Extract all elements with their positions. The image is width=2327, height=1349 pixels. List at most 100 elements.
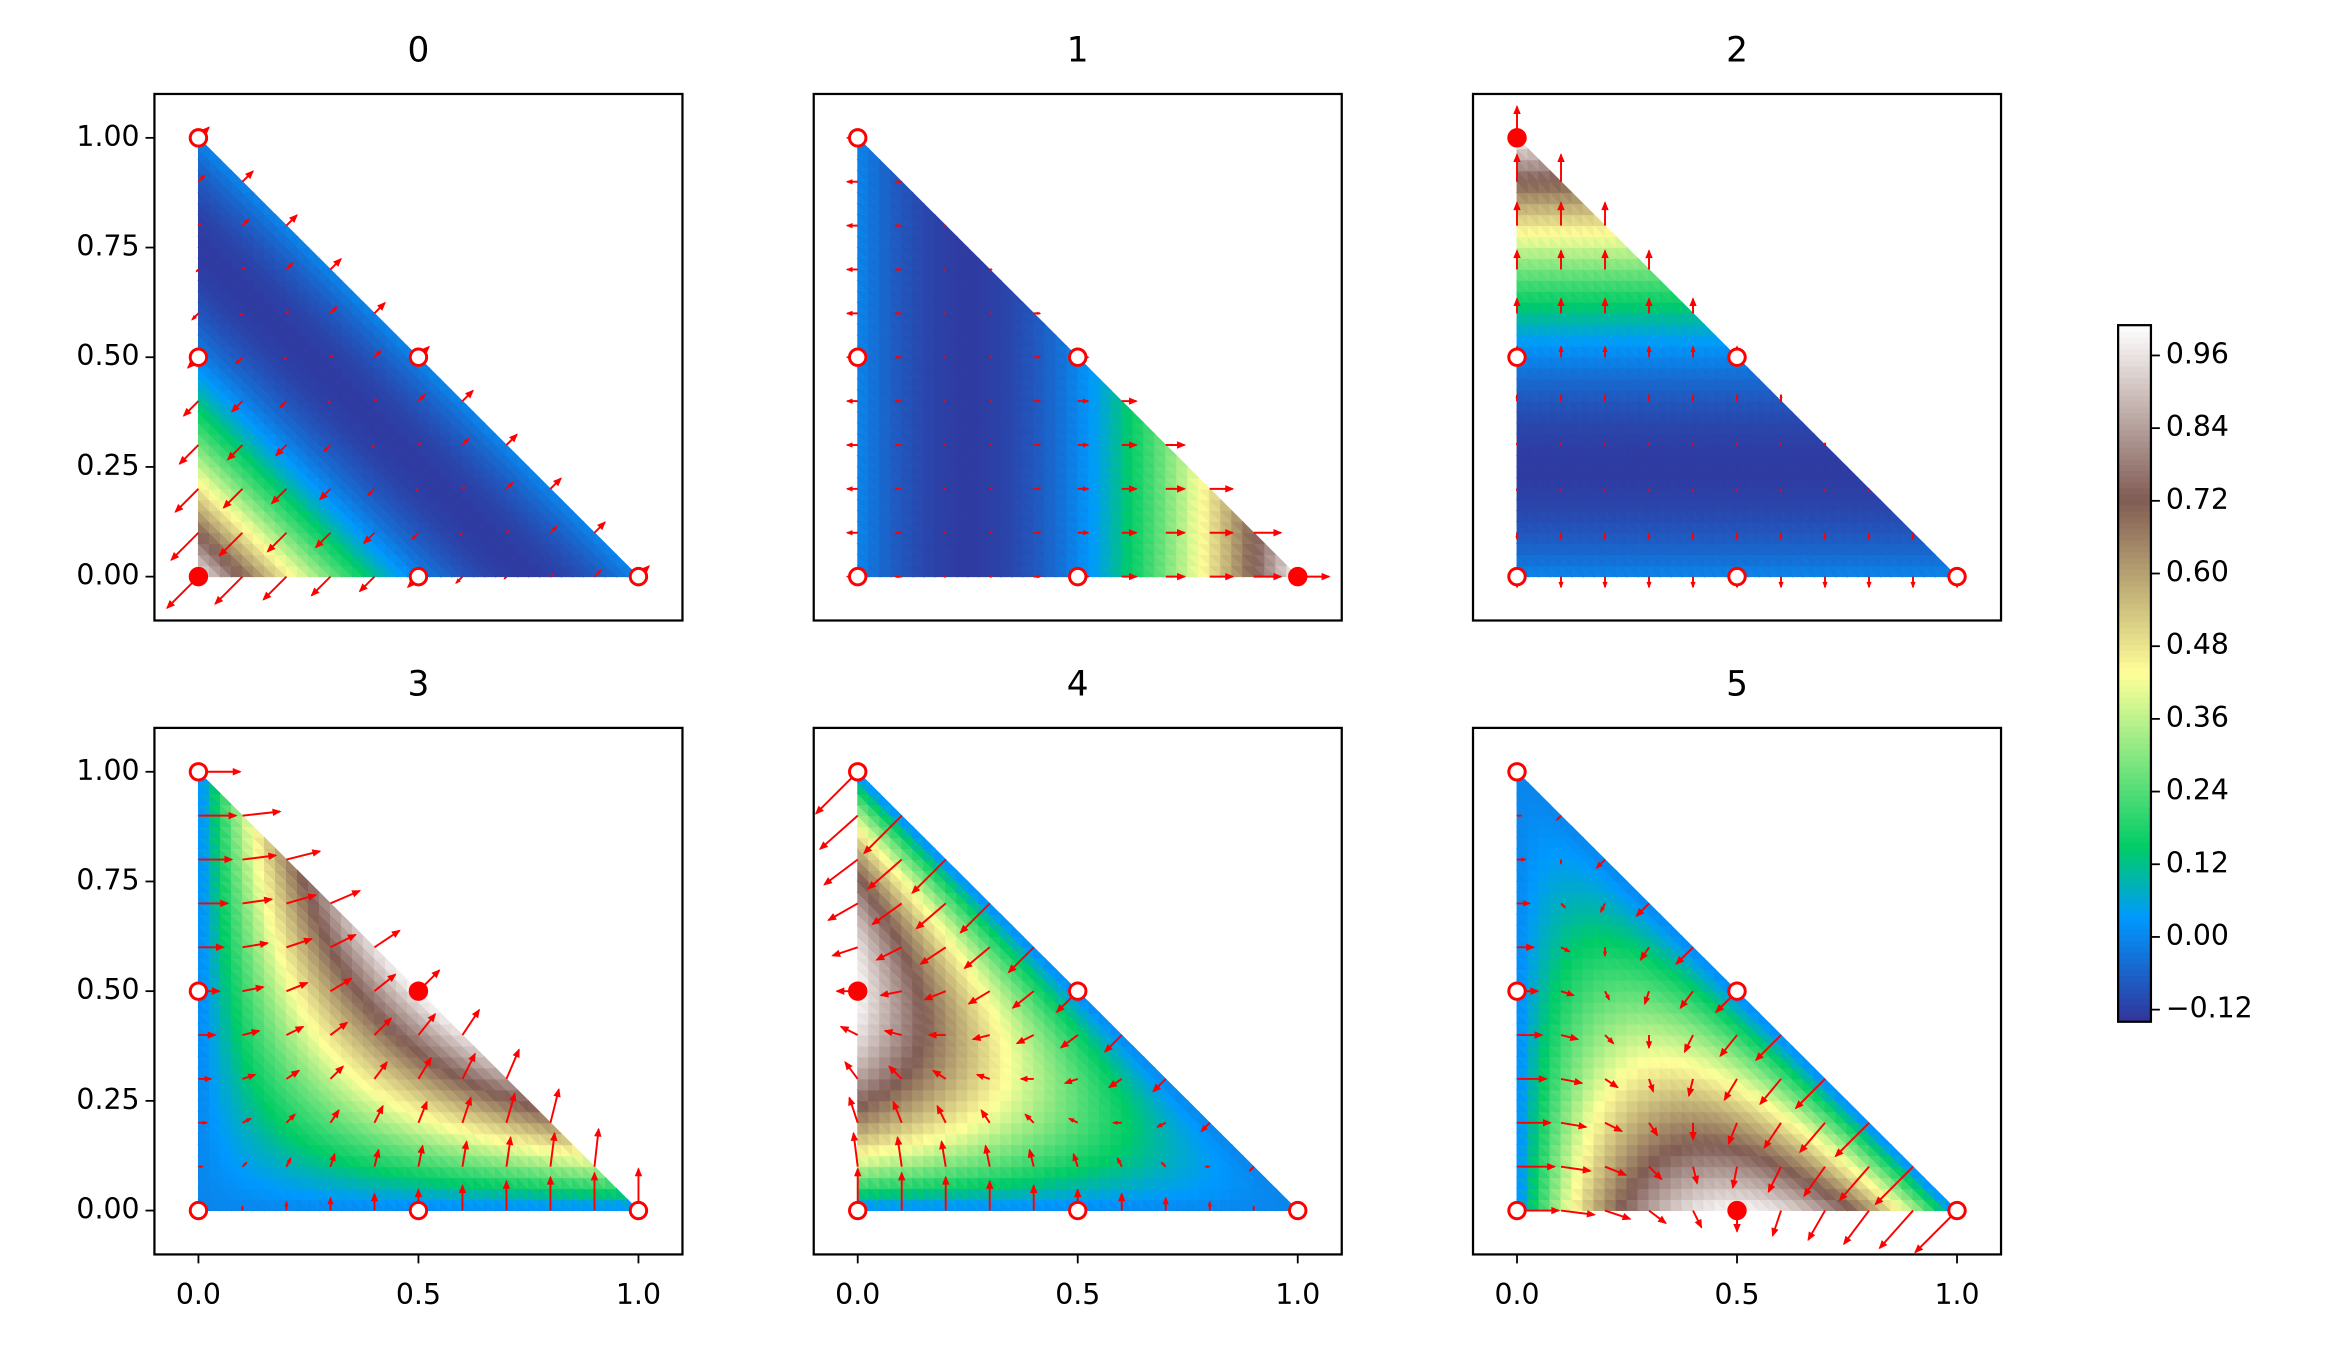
field-cell [1593,213,1607,227]
field-cell [1044,323,1057,336]
axes: 1 [812,31,1343,622]
subplot-title: 1 [1067,31,1089,71]
arrow-head [845,310,853,316]
node-marker [1068,566,1088,587]
y-tick-label: 0.25 [76,449,139,482]
field-cell [1132,411,1145,424]
field-cell [956,235,969,248]
field-cell [296,235,310,248]
node-marker [628,566,649,587]
field-cell [208,147,222,161]
node-marker [848,347,868,367]
field-cell [1011,290,1024,303]
node-marker [188,347,209,367]
field-cell [219,158,233,172]
field-cell [934,213,947,227]
arrow-head [990,268,994,271]
node-marker [1288,566,1308,587]
field-cell [1549,169,1563,183]
field-cell [517,454,530,468]
y-tick-label: 0.50 [76,339,139,372]
field-cell [945,224,958,238]
field-cell [1022,301,1035,314]
arrow-head [1177,441,1187,449]
field-cell [978,257,991,270]
field-cell [583,520,596,534]
node-marker [188,566,209,587]
subplot-title: 2 [1726,31,1748,71]
field-cell [340,279,354,292]
field-cell [1692,312,1706,325]
field-cell [1275,553,1288,567]
field-cell [285,224,299,238]
field-cell [1780,400,1794,413]
field-cell [1758,378,1772,391]
field-cell [429,367,442,380]
field-cell [462,400,475,413]
axes: 00.000.250.500.751.00 [76,31,684,622]
arrow-head [845,530,853,536]
field-cell [1615,235,1629,248]
field-cell [1088,367,1101,380]
arrow-head [1321,572,1331,581]
field-cell [1253,531,1266,545]
field-cell [1670,290,1684,303]
field-cell [1802,421,1816,435]
field-cell [1560,180,1574,194]
field-cell [1582,202,1596,216]
field-cell [868,147,881,161]
field-cell [1824,443,1838,457]
field-cell [1527,147,1541,161]
field-cell [395,334,409,347]
field-cell [495,432,508,446]
arrow-head [845,486,853,492]
node-marker [188,128,209,148]
field-cell [594,531,607,545]
field-cell [1604,224,1618,238]
field-cell [362,301,376,314]
field-cell [1571,191,1585,205]
field-cell [561,498,574,512]
field-cell [252,191,266,205]
field-cell [1637,257,1651,270]
arrow-head [845,398,853,404]
field-cell [1198,476,1211,490]
field-cell [1242,520,1255,534]
field-cell [1648,268,1662,281]
node-marker [1068,347,1088,367]
arrow-head [845,442,853,448]
field-cell [1110,389,1123,402]
field-cell [1813,432,1827,446]
field-cell [1143,421,1156,435]
field-cell [384,323,398,336]
y-tick-label: 0.00 [76,559,139,592]
arrow-head [1036,311,1042,315]
field-cell [274,213,288,227]
field-cell [1000,279,1013,292]
field-cell [572,509,585,523]
field-cell [1055,334,1068,347]
field-cell [1165,443,1178,457]
field-cell [1747,367,1761,380]
node-marker [408,566,429,587]
arrow-head [1225,485,1235,493]
arrow-head [1273,529,1283,537]
field-cell [1791,411,1805,424]
field-cell [473,411,486,424]
field-cell [1209,487,1222,501]
field-cell [1538,158,1552,172]
field-cell [967,246,980,259]
field-cell [484,421,497,435]
field-cell [890,169,903,183]
y-tick-label: 1.00 [76,120,139,153]
field-cell [912,191,925,205]
field-cell [539,476,552,490]
field-cell [329,268,343,281]
node-marker [408,347,429,367]
y-tick-label: 0.75 [76,230,139,263]
field-cell [1769,389,1783,402]
field-cell [1703,323,1717,336]
field-cell [1220,498,1233,512]
field-cell [879,158,892,172]
